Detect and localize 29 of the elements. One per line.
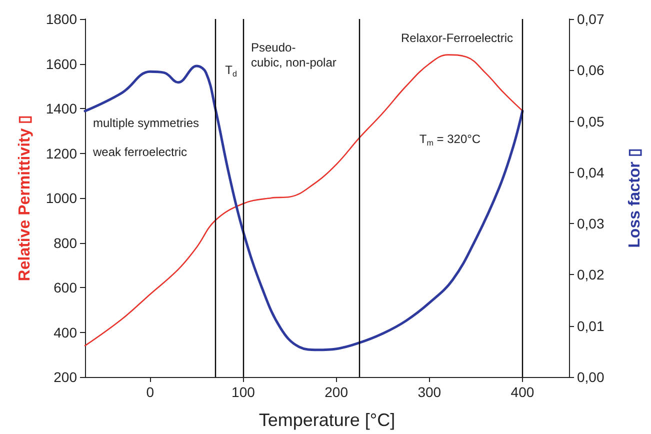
y2-tick-label: 0,06 [577,62,604,78]
y2-tick-label: 0,00 [577,369,604,385]
y-tick-label: 1200 [46,145,78,162]
y2-tick-label: 0,02 [577,266,604,283]
y2-tick-label: 0,07 [577,11,604,27]
y2-tick-label: 0,01 [577,318,604,334]
x-tick-label: 100 [232,384,256,400]
y2-tick-label: 0,04 [577,164,604,180]
x-axis-title: Temperature [°C] [258,410,396,430]
x-tick-label: 200 [324,384,348,400]
x-tick-label: 300 [418,384,442,400]
y-tick-label: 800 [54,234,78,251]
annotation: Pseudo- cubic, non-polar [251,40,336,70]
y-tick-label: 1600 [46,56,78,72]
annotation: Relaxor-Ferroelectric [400,31,514,45]
annotation: multiple symmetries [93,116,200,130]
y-tick-label: 1400 [46,100,78,116]
y-tick-label: 1000 [46,190,78,206]
y2-tick-label: 0,05 [577,113,604,130]
y-tick-label: 200 [54,369,78,385]
y-tick-label: 400 [54,324,78,340]
y-tick-label: 600 [54,280,78,296]
x-tick-label: 0 [146,384,154,400]
y-axis-title: Relative Permittivity ▯ [16,114,34,282]
annotation: weak ferroelectric [92,145,188,159]
x-tick-label: 400 [510,384,534,400]
y2-axis-title: Loss factor ▯ [626,148,644,248]
y-tick-label: 1800 [46,11,78,27]
y2-tick-label: 0,03 [577,216,604,232]
